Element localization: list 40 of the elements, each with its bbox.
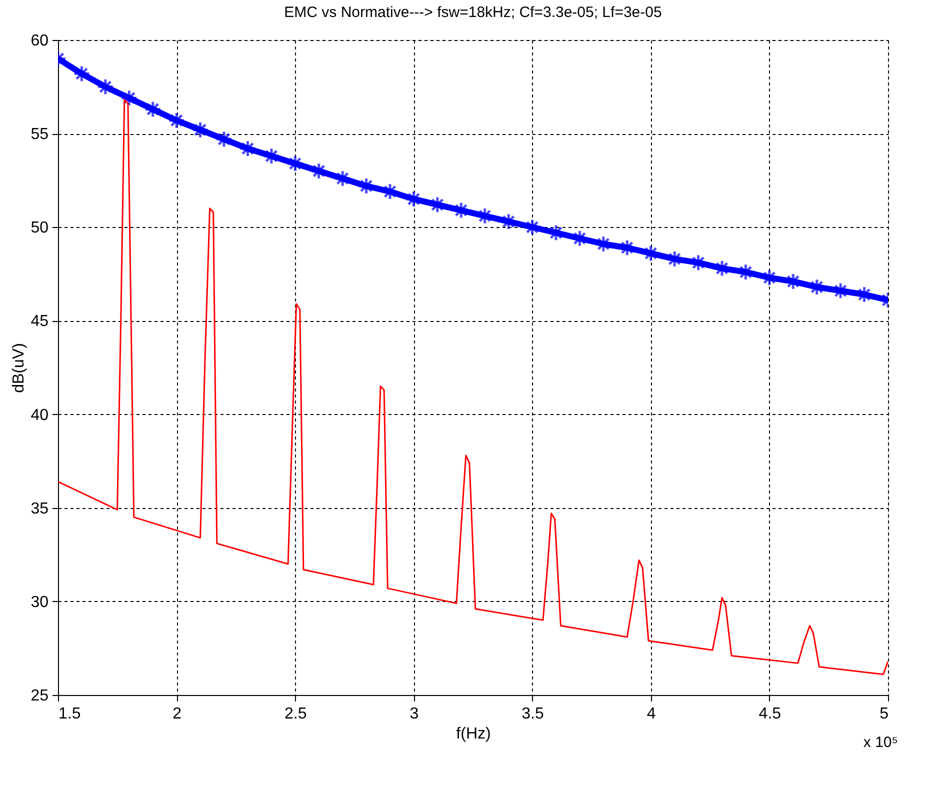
- y-tick-label: 55: [30, 126, 49, 144]
- point: [96, 78, 114, 96]
- point: [215, 130, 233, 148]
- y-tick-label: 60: [30, 32, 49, 50]
- point: [571, 230, 588, 248]
- text: x 10⁵: [863, 734, 898, 751]
- point: [310, 162, 328, 180]
- point: [405, 190, 422, 208]
- point: [334, 170, 352, 188]
- point: [476, 207, 494, 225]
- point: [168, 112, 186, 130]
- x-tick-label: 4: [646, 706, 656, 722]
- chart-title: EMC vs Normative---> fsw=18kHz; Cf=3.3e-05; Lf=3e-05: [284, 4, 662, 21]
- x-tick-label: 1.5: [58, 706, 81, 722]
- x-tick-label: 2: [172, 706, 182, 722]
- point: [192, 121, 209, 138]
- y-tick-label: 40: [30, 406, 49, 424]
- x-tick-label: 5: [880, 706, 889, 722]
- point: [239, 140, 256, 158]
- point: [120, 89, 138, 107]
- point: [381, 182, 399, 200]
- x-axis-title: f(Hz): [456, 726, 491, 742]
- y-tick-label: 25: [30, 688, 49, 704]
- point: [73, 65, 90, 82]
- y-tick-label: 50: [30, 220, 49, 237]
- point: [262, 147, 280, 165]
- point: [524, 218, 541, 236]
- point: [358, 177, 375, 195]
- point: [286, 154, 304, 172]
- point: [500, 212, 518, 230]
- y-tick-label: 30: [30, 594, 49, 611]
- x-tick-label: 4.5: [758, 706, 782, 722]
- x-tick-label: 3: [410, 706, 419, 722]
- y-tick-label: 45: [30, 313, 49, 330]
- point: [144, 100, 162, 118]
- line-series: [58, 99, 888, 676]
- y-axis-title: dB(uV): [10, 343, 28, 393]
- x-tick-label: 2.5: [284, 706, 307, 722]
- y-tick-label: 35: [30, 500, 49, 518]
- x-tick-label: 3.5: [522, 706, 544, 722]
